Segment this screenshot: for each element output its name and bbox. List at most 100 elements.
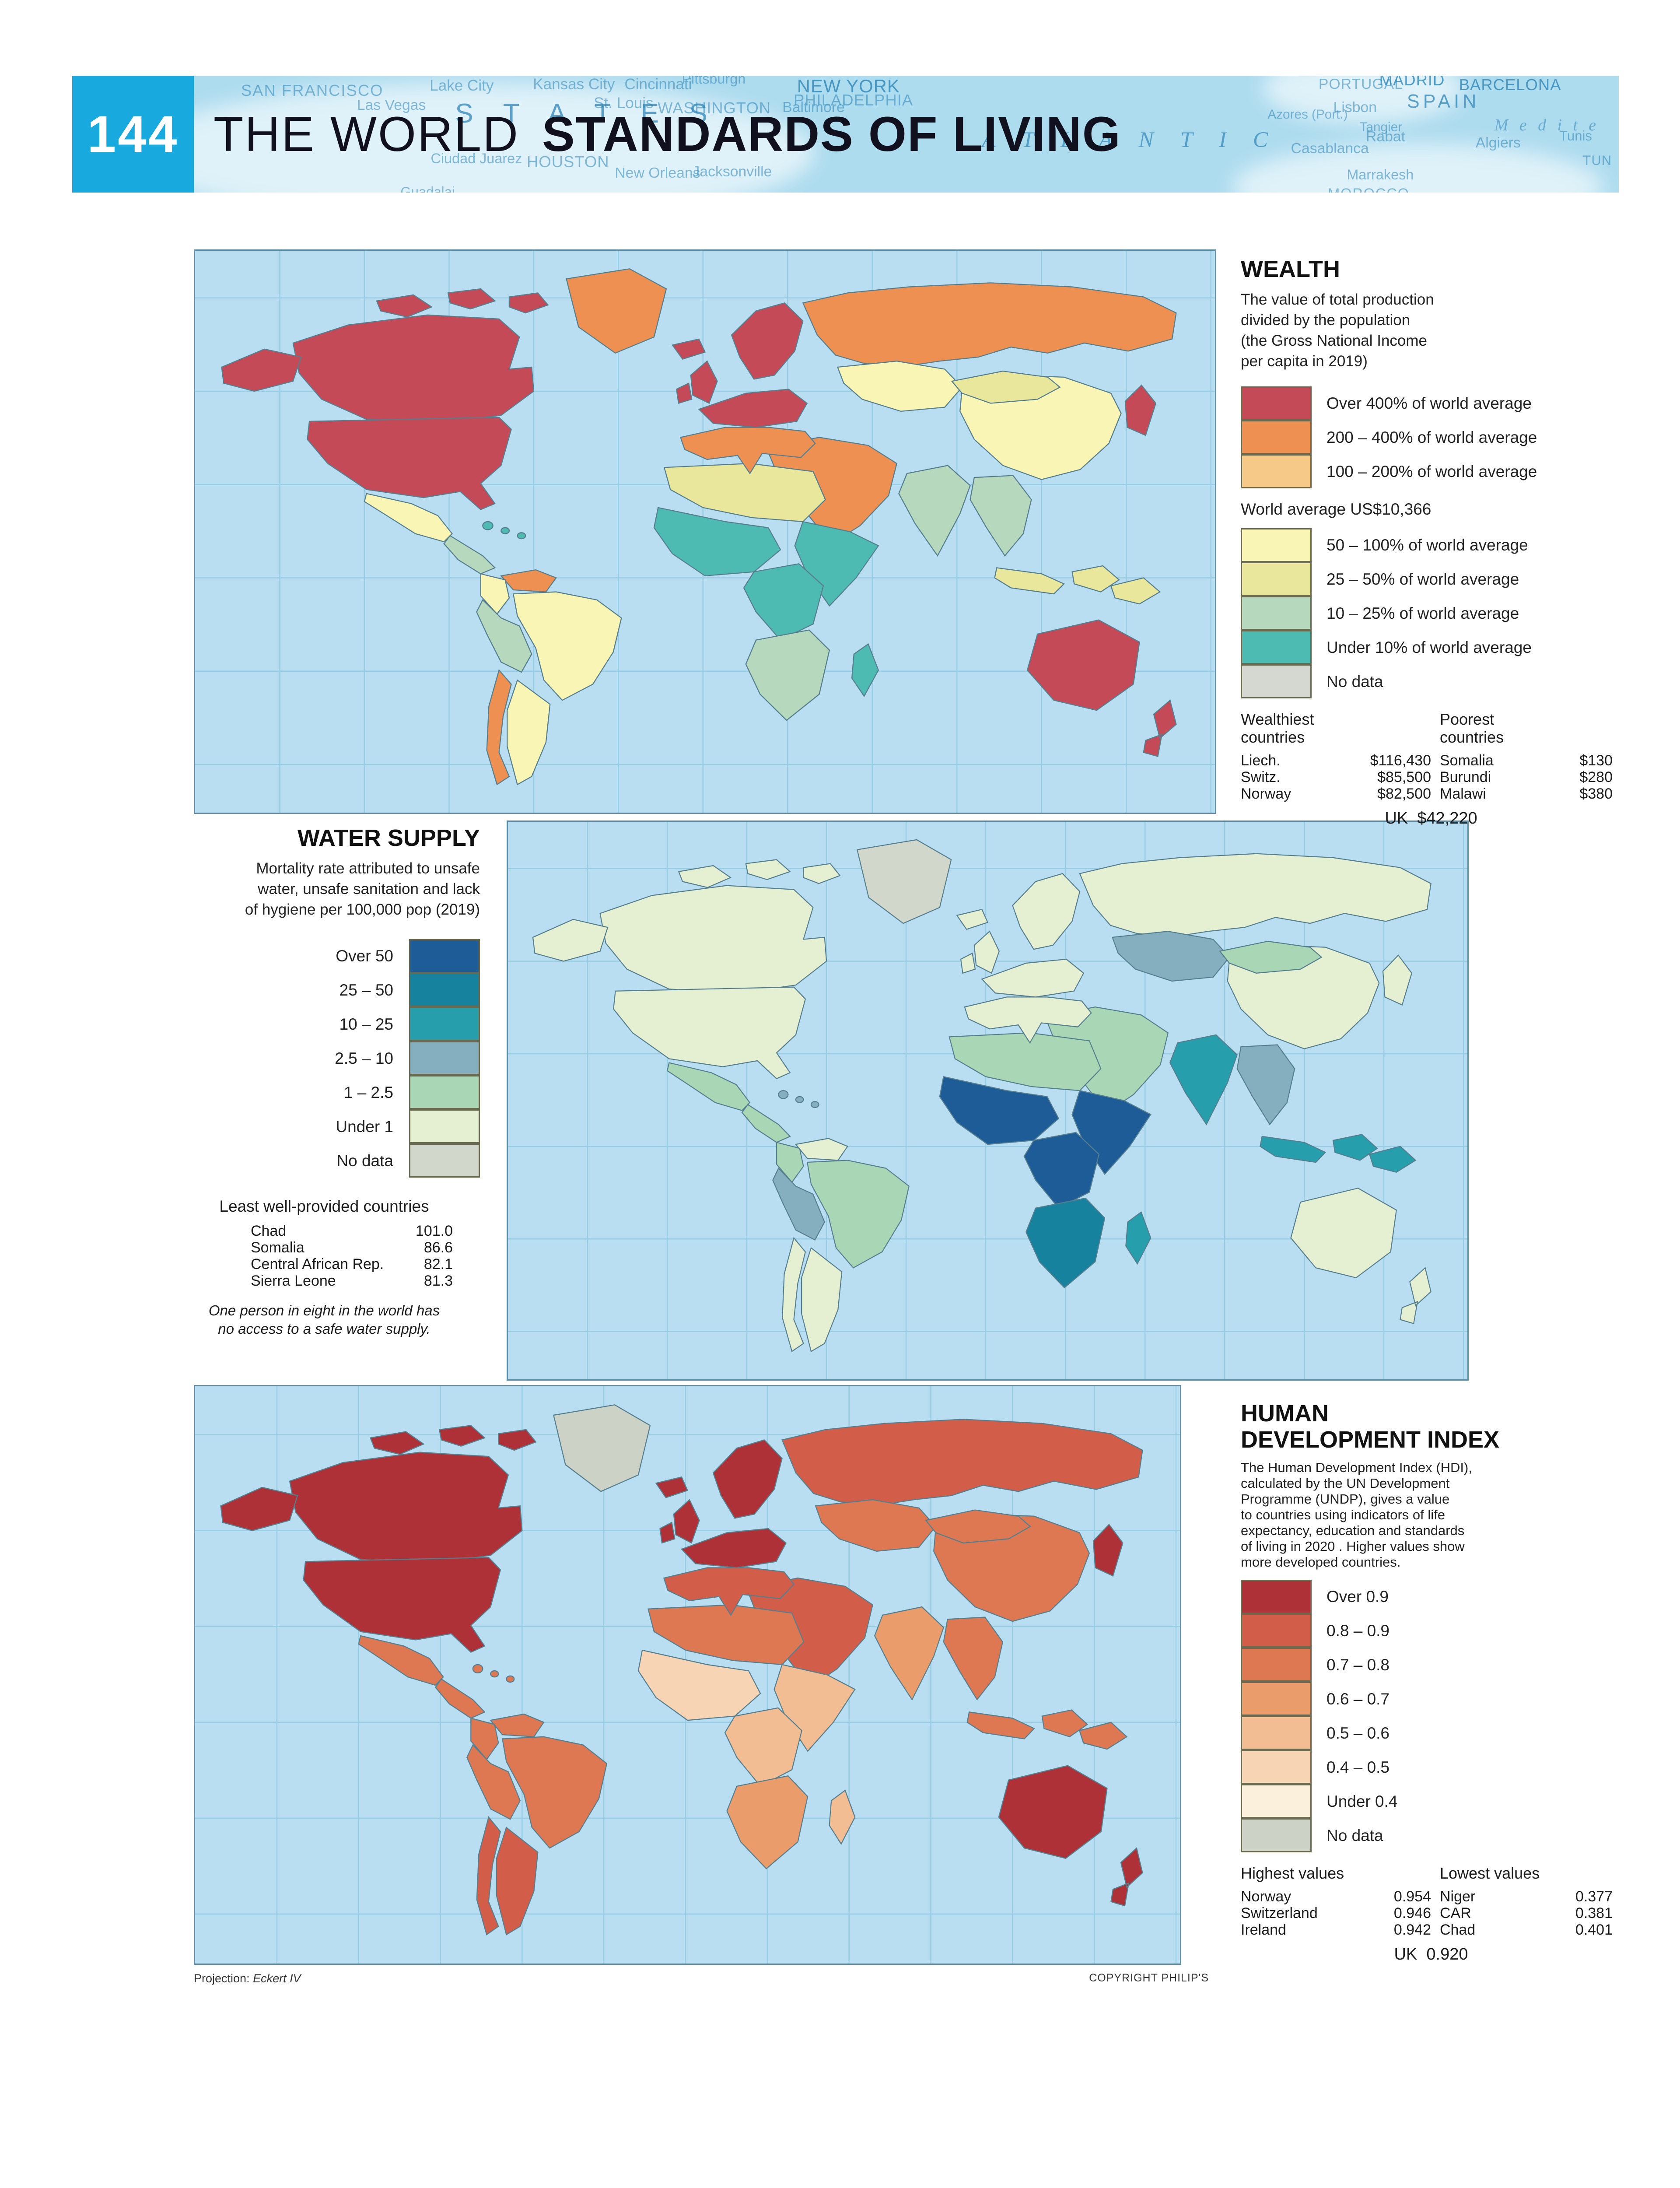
region-peru_bolivia xyxy=(476,599,532,673)
region-arctic2 xyxy=(447,288,496,310)
legend-swatch xyxy=(1241,1580,1312,1614)
region-se_asia xyxy=(943,1616,1004,1701)
wealth-map xyxy=(194,249,1216,814)
region-arctic3 xyxy=(508,292,549,314)
region-greenland xyxy=(566,268,667,354)
region-japan xyxy=(1382,954,1413,1006)
legend-row: 0.8 – 0.9 xyxy=(1241,1613,1621,1648)
legend-swatch xyxy=(409,1041,480,1075)
hdi-legend: HUMAN DEVELOPMENT INDEX The Human Develo… xyxy=(1241,1400,1621,1964)
legend-swatch xyxy=(409,1109,480,1143)
legend-swatch xyxy=(1241,1681,1312,1716)
banner-map-label: St. Louis xyxy=(594,94,654,112)
legend-row: 10 – 25 xyxy=(168,1006,480,1041)
region-alaska xyxy=(221,348,302,392)
hdi-extremes-table: Highest values Lowest values Norway 0.954… xyxy=(1241,1864,1621,1938)
legend-row: 25 – 50 xyxy=(168,972,480,1007)
legend-row: 0.7 – 0.8 xyxy=(1241,1647,1621,1682)
banner-map-label: Cincinnati xyxy=(624,76,692,93)
legend-swatch xyxy=(1241,420,1312,454)
region-madagascar xyxy=(851,643,879,698)
banner-map-label: Tangier xyxy=(1359,120,1403,135)
legend-swatch xyxy=(409,1006,480,1041)
banner-map-label: HOUSTON xyxy=(527,153,609,171)
table-cell: Norway xyxy=(1241,1888,1292,1905)
legend-row: 0.5 – 0.6 xyxy=(1241,1715,1621,1750)
banner-map-label: SAN FRANCISCO xyxy=(241,81,384,100)
water-legend-description: Mortality rate attributed to unsafe wate… xyxy=(245,860,480,918)
region-alaska xyxy=(532,919,609,962)
region-europe_south xyxy=(964,996,1092,1044)
banner-map-label: MADRID xyxy=(1379,76,1445,89)
table-row: Somalia 86.6 xyxy=(251,1239,453,1256)
banner-map-label: Rabat xyxy=(1365,128,1406,145)
banner-map-label: Ciudad Juarez xyxy=(430,150,522,166)
region-mongolia xyxy=(925,1509,1031,1544)
hdi-map xyxy=(194,1385,1181,1965)
region-brazil xyxy=(806,1160,910,1269)
banner-map-label: New Orleans xyxy=(615,164,700,181)
header-banner: SAN FRANCISCO Lake City Kansas City Cincinn… xyxy=(72,76,1619,193)
water-supply-legend: WATER SUPPLY Mortality rate attributed t… xyxy=(168,825,480,1338)
region-caribbean xyxy=(472,1664,515,1683)
region-chile xyxy=(782,1237,806,1353)
region-colombia xyxy=(776,1142,804,1183)
hdi-legend-title: HUMAN DEVELOPMENT INDEX xyxy=(1241,1400,1500,1453)
region-arctic2 xyxy=(438,1425,486,1447)
banner-landmass-us xyxy=(134,83,815,193)
banner-map-label: Marrakesh xyxy=(1347,167,1414,183)
table-cell: Norway xyxy=(1241,785,1292,802)
table-cell: Switzerland xyxy=(1241,1905,1318,1922)
banner-map-label: Casablanca xyxy=(1291,140,1369,157)
region-new_zealand xyxy=(1400,1267,1432,1325)
table-cell: 0.401 xyxy=(1575,1922,1613,1938)
page-title-bold: STANDARDS OF LIVING xyxy=(542,107,1121,161)
legend-row: Under 10% of world average xyxy=(1241,630,1621,665)
legend-swatch xyxy=(1241,664,1312,698)
wealth-legend: WEALTH The value of total production div… xyxy=(1241,256,1621,828)
table-cell: $380 xyxy=(1579,785,1613,802)
banner-map-label: TUN xyxy=(1582,153,1612,168)
lowest-values-header: Lowest values xyxy=(1440,1864,1540,1882)
legend-swatch xyxy=(1241,1818,1312,1852)
region-greenland xyxy=(856,839,952,924)
region-new_zealand xyxy=(1110,1847,1143,1907)
uk-value: UK 0.920 xyxy=(1394,1945,1468,1964)
banner-map-label: Lisbon xyxy=(1333,99,1377,116)
region-britain xyxy=(960,930,1000,974)
banner-map-label: Kansas City xyxy=(533,76,615,93)
legend-row: 100 – 200% of world average xyxy=(1241,454,1621,489)
table-row: Sierra Leone 81.3 xyxy=(251,1273,453,1289)
banner-map-label: Tunis xyxy=(1559,128,1592,144)
legend-swatch xyxy=(409,939,480,973)
banner-map-label: Jacksonville xyxy=(692,163,772,180)
legend-swatch xyxy=(1241,561,1312,596)
banner-map-label: M e d i t e xyxy=(1494,116,1600,134)
region-caribbean xyxy=(482,521,526,540)
banner-map-label: Algiers xyxy=(1475,134,1521,151)
water-legend-title: WATER SUPPLY xyxy=(297,825,480,851)
region-russia xyxy=(1079,853,1432,938)
banner-map-label: BARCELONA xyxy=(1459,76,1561,94)
legend-swatch xyxy=(1241,1784,1312,1818)
legend-swatch xyxy=(1241,1613,1312,1648)
region-britain xyxy=(676,360,718,404)
region-argentina xyxy=(496,1827,539,1936)
legend-row: 25 – 50% of world average xyxy=(1241,561,1621,596)
region-venezuela xyxy=(490,1713,545,1738)
table-row: Central African Rep. 82.1 xyxy=(251,1256,453,1273)
table-cell: 0.381 xyxy=(1575,1905,1613,1922)
legend-swatch xyxy=(1241,528,1312,562)
region-southern_africa xyxy=(726,1775,808,1869)
region-new_zealand xyxy=(1143,699,1177,757)
region-madagascar xyxy=(1125,1211,1152,1265)
region-venezuela xyxy=(794,1138,849,1161)
region-mexico xyxy=(666,1062,751,1112)
region-chile xyxy=(486,669,512,785)
legend-swatch xyxy=(1241,1647,1312,1682)
legend-row: Over 0.9 xyxy=(1241,1580,1621,1614)
region-europe_north xyxy=(680,1528,787,1568)
table-cell: $82,500 xyxy=(1377,785,1431,802)
legend-row: 1 – 2.5 xyxy=(168,1075,480,1110)
